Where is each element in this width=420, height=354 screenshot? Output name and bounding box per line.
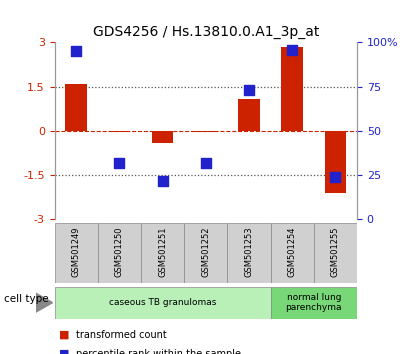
Bar (55, 287, 270, 319)
Text: GSM501254: GSM501254 (288, 226, 297, 276)
Text: GSM501252: GSM501252 (201, 226, 210, 276)
Bar (141, 223, 184, 283)
Bar (98, 223, 141, 283)
Bar (325, 131, 346, 193)
Point (246, 87, 252, 93)
Text: ■: ■ (59, 330, 69, 339)
Title: GDS4256 / Hs.13810.0.A1_3p_at: GDS4256 / Hs.13810.0.A1_3p_at (93, 25, 319, 39)
Polygon shape (36, 293, 52, 312)
Bar (55, 223, 98, 283)
Text: normal lung
parenchyma: normal lung parenchyma (286, 293, 342, 312)
Point (202, 160, 209, 166)
Bar (314, 223, 357, 283)
Bar (238, 98, 260, 131)
Text: transformed count: transformed count (76, 330, 166, 339)
Point (116, 160, 123, 166)
Text: caseous TB granulomas: caseous TB granulomas (109, 298, 216, 307)
Bar (281, 47, 303, 131)
Bar (270, 223, 314, 283)
Point (159, 178, 166, 183)
Point (332, 174, 339, 180)
Bar (227, 223, 270, 283)
Bar (270, 287, 357, 319)
Text: GSM501250: GSM501250 (115, 226, 124, 276)
Bar (184, 223, 227, 283)
Text: percentile rank within the sample: percentile rank within the sample (76, 349, 241, 354)
Text: cell type: cell type (4, 294, 49, 304)
Text: ■: ■ (59, 349, 69, 354)
Bar (195, 131, 217, 132)
Bar (109, 131, 130, 132)
Text: GSM501251: GSM501251 (158, 226, 167, 276)
Point (73, 48, 79, 54)
Bar (152, 131, 173, 143)
Text: GSM501255: GSM501255 (331, 226, 340, 276)
Text: GSM501253: GSM501253 (244, 226, 254, 277)
Text: GSM501249: GSM501249 (72, 226, 81, 276)
Bar (66, 84, 87, 131)
Point (289, 47, 296, 52)
